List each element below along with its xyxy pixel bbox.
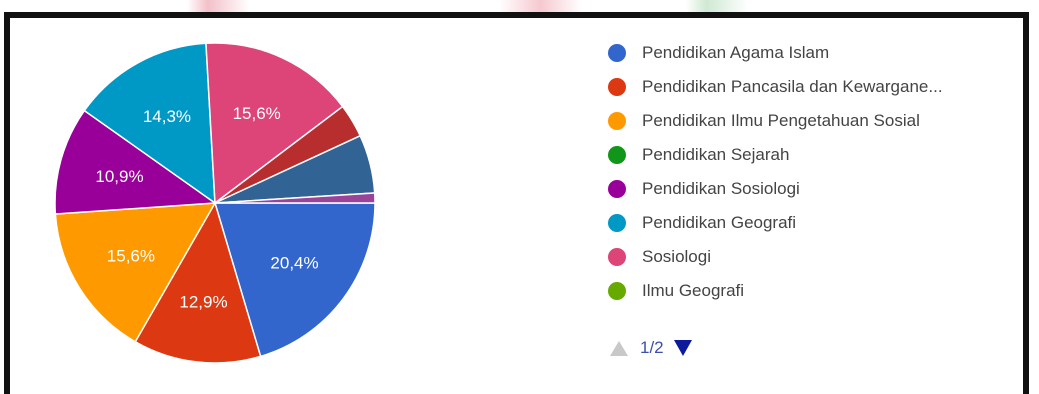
pie-slice [54, 109, 218, 215]
legend-swatch-icon [608, 248, 626, 266]
slice-value-label: 15,6% [107, 247, 155, 266]
legend-label: Pendidikan Sejarah [642, 145, 790, 164]
pie-slice [54, 202, 217, 343]
legend-item: Pendidikan Sejarah [608, 138, 943, 172]
pie-slice [134, 201, 262, 364]
slice-value-label: 12,9% [179, 293, 227, 312]
slice-value-label: 20,4% [270, 253, 318, 272]
legend-item: Pendidikan Pancasila dan Kewargane... [608, 70, 943, 104]
legend-swatch-icon [608, 214, 626, 232]
legend-swatch-icon [608, 44, 626, 62]
legend-pager: 1/2 [610, 338, 692, 358]
legend-label: Sosiologi [642, 247, 711, 266]
legend-swatch-icon [608, 282, 626, 300]
triangle-up-icon[interactable] [610, 340, 628, 356]
legend-item: Pendidikan Ilmu Pengetahuan Sosial [608, 104, 943, 138]
slice-value-label: 15,6% [233, 104, 281, 123]
legend-label: Pendidikan Pancasila dan Kewargane... [642, 77, 943, 96]
legend-item: Pendidikan Geografi [608, 206, 943, 240]
legend-swatch-icon [608, 112, 626, 130]
legend-item: Sosiologi [608, 240, 943, 274]
legend-label: Pendidikan Ilmu Pengetahuan Sosial [642, 111, 920, 130]
pie-slice [214, 192, 376, 204]
legend-item: Ilmu Geografi [608, 274, 943, 308]
slice-value-label: 14,3% [143, 107, 191, 126]
page-indicator: 1/2 [640, 338, 664, 357]
pie-chart: 20,4% 12,9% 15,6% 10,9% 14,3% 15,6% [54, 42, 376, 364]
legend-swatch-icon [608, 78, 626, 96]
legend-label: Pendidikan Agama Islam [642, 43, 830, 62]
triangle-down-icon[interactable] [673, 340, 692, 356]
legend: Pendidikan Agama Islam Pendidikan Pancas… [608, 36, 943, 308]
legend-item: Pendidikan Agama Islam [608, 36, 943, 70]
legend-swatch-icon [608, 146, 626, 164]
pie-slice [83, 42, 216, 205]
pie-slice [213, 202, 376, 358]
legend-item: Pendidikan Sosiologi [608, 172, 943, 206]
legend-swatch-icon [608, 180, 626, 198]
slice-value-label: 10,9% [95, 167, 143, 186]
background-decoration [0, 0, 1039, 12]
pie-slice [205, 42, 344, 205]
legend-label: Pendidikan Sosiologi [642, 179, 800, 198]
legend-label: Pendidikan Geografi [642, 213, 797, 232]
legend-label: Ilmu Geografi [642, 281, 745, 300]
